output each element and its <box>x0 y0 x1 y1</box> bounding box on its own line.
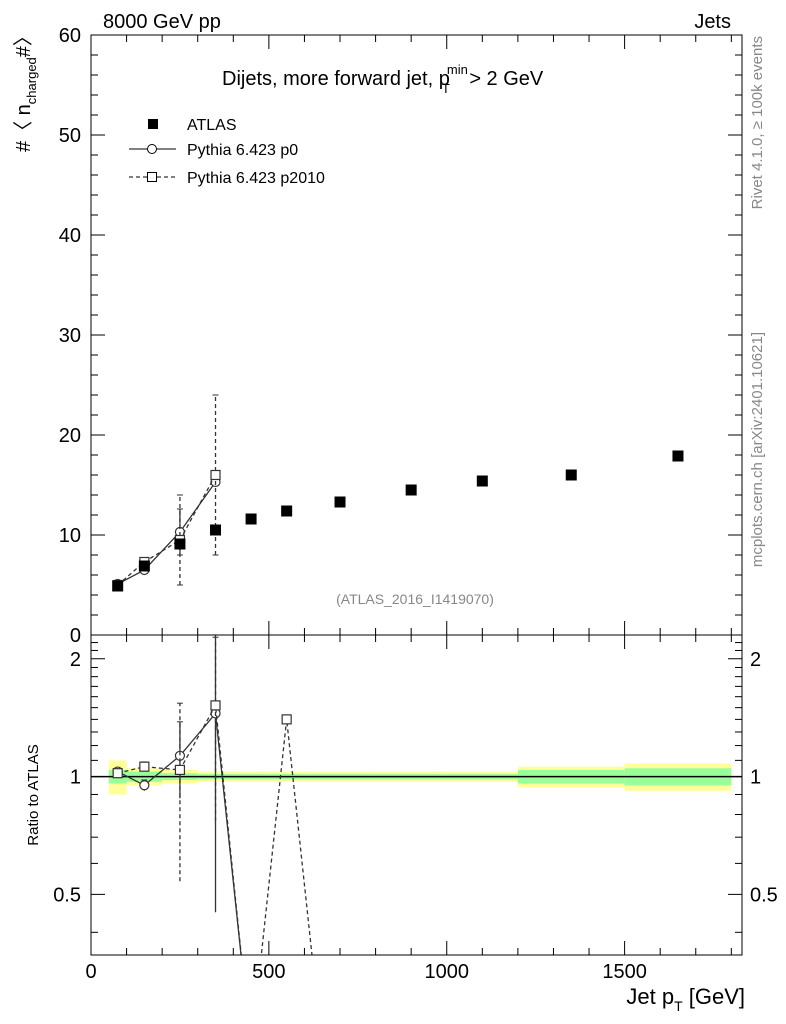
ratio-line-2 <box>117 703 313 955</box>
atlas-data-point <box>138 560 150 572</box>
x-tick-label: 1500 <box>602 961 647 983</box>
legend-label-p2010: Pythia 6.423 p2010 <box>187 170 325 187</box>
ratio-tick-label: 2 <box>70 649 81 671</box>
y-tick-label: 40 <box>59 225 81 247</box>
ratio-tick-label: 1 <box>70 767 81 789</box>
legend-marker-p2010 <box>147 172 157 182</box>
chart-title-tail: > 2 GeV <box>464 68 544 90</box>
ratio-line-1 <box>117 711 242 955</box>
legend-label-atlas: ATLAS <box>187 117 237 134</box>
y-axis-label: #〈 ncharged#〉 <box>13 26 39 152</box>
ratio-tick-label-right: 0.5 <box>750 884 778 906</box>
y-axis-label-post: #〉 <box>13 26 35 57</box>
ratio-tick-label-right: 1 <box>750 767 761 789</box>
x-axis-label-post: [GeV] <box>683 984 745 1009</box>
chart-title-sub: T <box>442 81 450 96</box>
ratio-point-2 <box>281 714 292 725</box>
x-tick-label: 1000 <box>424 961 469 983</box>
x-tick-label: 500 <box>252 961 285 983</box>
series-point-2 <box>210 469 221 481</box>
series-line-2 <box>117 474 217 586</box>
x-axis-label-pre: Jet p <box>626 984 674 1009</box>
y-tick-label: 10 <box>59 525 81 547</box>
header-process: Jets <box>694 11 731 33</box>
atlas-data-point <box>210 524 222 536</box>
main-marks <box>112 394 684 592</box>
main-panel: 0 10 20 30 40 50 60 Dijets, more forward jet, … <box>13 25 743 649</box>
ratio-panel: 0 500 1000 1500 0.5 0.5 1 1 2 2 Ratio to ATLAS Je… <box>25 634 778 1014</box>
atlas-data-point <box>476 475 488 487</box>
atlas-data-point <box>112 580 124 592</box>
ratio-point-2 <box>174 764 186 775</box>
y-tick-label: 0 <box>70 625 81 647</box>
legend-marker-atlas <box>148 119 158 129</box>
ratio-bands <box>91 760 742 795</box>
y-axis-label-pre: #〈 n <box>13 104 35 152</box>
ratio-ticks: 0 500 1000 1500 0.5 0.5 1 1 2 2 <box>53 642 778 983</box>
rivet-label: Rivet 4.1.0, ≥ 100k events <box>749 36 766 209</box>
legend-label-p0: Pythia 6.423 p0 <box>187 142 298 159</box>
mcplots-label: mcplots.cern.ch [arXiv:2401.10621] <box>749 332 766 567</box>
atlas-data-point <box>405 484 417 496</box>
ratio-frame <box>90 634 743 956</box>
y-tick-label: 20 <box>59 425 81 447</box>
atlas-data-point <box>565 469 577 481</box>
main-ticks: 0 10 20 30 40 50 60 <box>59 25 742 649</box>
ratio-point-2 <box>139 761 150 772</box>
ratio-marks <box>112 635 313 955</box>
ratio-tick-label-right: 2 <box>750 649 761 671</box>
atlas-data-point <box>672 450 684 462</box>
ratio-point-2 <box>210 700 221 711</box>
x-tick-label: 0 <box>85 961 96 983</box>
chart-title: Dijets, more forward jet, pmin T > 2 GeV <box>222 62 544 96</box>
x-axis-label: Jet pT [GeV] <box>626 984 745 1014</box>
atlas-data-point <box>174 538 186 550</box>
y-tick-label: 60 <box>59 25 81 47</box>
atlas-data-point <box>281 505 293 517</box>
header-energy: 8000 GeV pp <box>103 11 221 33</box>
series-line-1 <box>117 481 217 585</box>
ratio-point-2 <box>112 768 123 779</box>
ratio-point-1 <box>139 780 150 791</box>
y-tick-label: 50 <box>59 125 81 147</box>
y-tick-label: 30 <box>59 325 81 347</box>
chart-title-main: Dijets, more forward jet, p <box>222 68 450 90</box>
legend-marker-p0 <box>147 144 157 154</box>
chart-title-sup: min <box>447 62 468 77</box>
analysis-watermark: (ATLAS_2016_I1419070) <box>336 591 494 607</box>
legend: ATLAS Pythia 6.423 p0 Pythia 6.423 p2010 <box>129 117 325 187</box>
ratio-y-axis-label: Ratio to ATLAS <box>25 744 42 845</box>
ratio-tick-label: 0.5 <box>53 884 81 906</box>
x-axis-label-sub: T <box>674 998 683 1014</box>
atlas-data-point <box>334 496 346 508</box>
y-axis-label-sub: charged <box>24 57 39 104</box>
atlas-data-point <box>245 513 257 525</box>
